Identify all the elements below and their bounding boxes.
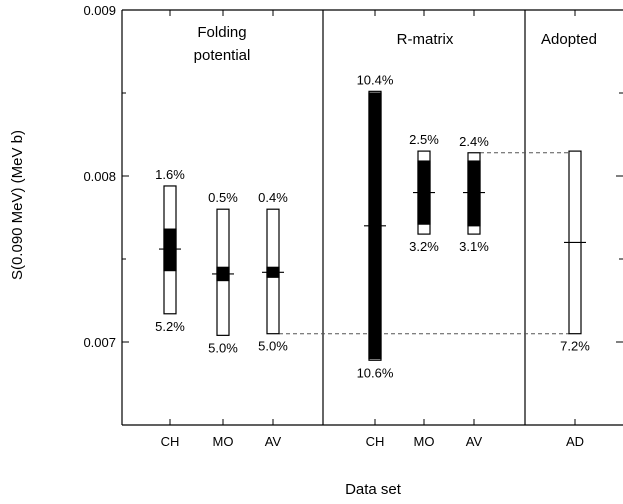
y-axis-label: S(0.090 MeV) (MeV b) — [9, 130, 26, 280]
lower-uncertainty-label: 5.0% — [208, 340, 238, 355]
lower-uncertainty-label: 10.6% — [357, 365, 394, 380]
lower-uncertainty-label: 3.2% — [409, 239, 439, 254]
section-title: Adopted — [541, 31, 597, 48]
x-tick-label: CH — [366, 434, 385, 449]
bar-group-ad: 7.2% — [560, 150, 590, 354]
section-dividers — [322, 10, 526, 425]
y-axis: 0.007 0.008 0.009 — [83, 3, 623, 426]
x-tick-label: MO — [414, 434, 435, 449]
bar-group-av: 2.4% 3.1% — [459, 134, 489, 254]
reference-lines — [279, 152, 569, 335]
inner-bar — [163, 228, 177, 272]
bar-group-mo: 2.5% 3.2% — [409, 132, 439, 254]
upper-uncertainty-label: 2.5% — [409, 132, 439, 147]
inner-bar — [467, 160, 481, 227]
section-title: R-matrix — [397, 31, 454, 48]
upper-uncertainty-label: 0.4% — [258, 190, 288, 205]
bar-group-av: 0.4% 5.0% — [258, 190, 288, 354]
bars: 1.6% 5.2% 0.5% 5.0% 0.4% 5.0% 10.4% 10.6% 2.5% 3.… — [155, 72, 590, 380]
x-tick-label: CH — [161, 434, 180, 449]
lower-uncertainty-label: 5.0% — [258, 339, 288, 354]
bar-group-mo: 0.5% 5.0% — [208, 190, 238, 355]
upper-uncertainty-label: 10.4% — [357, 72, 394, 87]
y-tick-label: 0.007 — [83, 335, 116, 350]
x-axis: CH MO AV CH MO AV AD — [161, 10, 584, 449]
section-titles: Folding potential R-matrix Adopted — [194, 24, 597, 64]
plot-frame — [121, 9, 623, 426]
upper-uncertainty-label: 2.4% — [459, 134, 489, 149]
lower-uncertainty-label: 7.2% — [560, 339, 590, 354]
lower-uncertainty-label: 5.2% — [155, 319, 185, 334]
upper-uncertainty-label: 1.6% — [155, 167, 185, 182]
x-tick-label: AV — [466, 434, 483, 449]
upper-uncertainty-label: 0.5% — [208, 190, 238, 205]
section-title: potential — [194, 47, 251, 64]
bar-group-ch: 1.6% 5.2% — [155, 167, 185, 334]
x-tick-label: AV — [265, 434, 282, 449]
x-tick-label: AD — [566, 434, 584, 449]
y-tick-label: 0.008 — [83, 169, 116, 184]
section-title: Folding — [197, 24, 246, 41]
x-tick-label: MO — [213, 434, 234, 449]
bar-group-ch: 10.4% 10.6% — [357, 72, 394, 380]
x-axis-label: Data set — [345, 481, 402, 498]
y-tick-label: 0.009 — [83, 3, 116, 18]
lower-uncertainty-label: 3.1% — [459, 239, 489, 254]
